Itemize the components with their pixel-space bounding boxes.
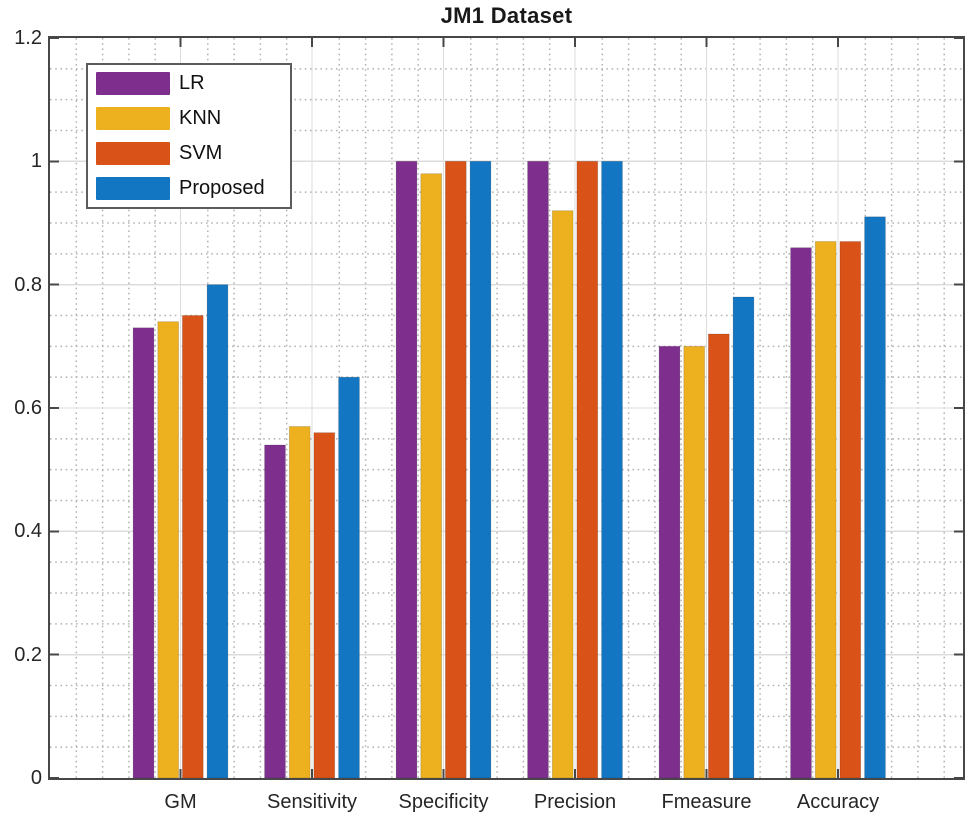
bar-proposed-sensitivity (338, 376, 360, 778)
legend-label-knn: KNN (179, 107, 222, 129)
y-tick-label: 0.6 (14, 397, 42, 419)
bar-svm-accuracy (839, 241, 862, 778)
legend-swatch-svm (96, 142, 170, 165)
legend-item-svm: SVM (88, 136, 290, 171)
bar-proposed-gm (206, 284, 229, 778)
bar-lr-gm (132, 327, 155, 778)
legend-item-proposed: Proposed (88, 171, 290, 206)
x-category-label: GM (164, 791, 197, 813)
bar-proposed-fmeasure (732, 296, 755, 778)
bar-lr-accuracy (790, 247, 812, 778)
x-category-label: Accuracy (796, 791, 880, 813)
legend-item-knn: KNN (88, 101, 290, 136)
y-tick-label: 1.2 (14, 27, 42, 49)
legend: LR KNN SVM Proposed (86, 63, 292, 209)
x-category-label: Fmeasure (661, 791, 752, 813)
y-tick-label: 0.2 (14, 643, 42, 666)
bar-knn-accuracy (814, 241, 837, 778)
bar-proposed-precision (601, 160, 623, 778)
bar-lr-precision (527, 160, 549, 778)
bar-proposed-specificity (469, 160, 492, 778)
legend-swatch-proposed (96, 177, 170, 200)
bar-knn-sensitivity (288, 426, 311, 778)
legend-item-lr: LR (88, 66, 290, 101)
chart-title: JM1 Dataset (440, 3, 573, 28)
y-tick-label: 1 (30, 150, 42, 173)
x-category-label: Precision (533, 791, 617, 813)
bar-knn-gm (157, 321, 180, 778)
legend-label-lr: LR (179, 72, 205, 94)
bar-knn-precision (551, 210, 574, 778)
bar-svm-fmeasure (708, 333, 730, 778)
bar-knn-specificity (420, 173, 442, 778)
bar-svm-precision (576, 160, 599, 778)
legend-swatch-lr (96, 72, 170, 95)
bar-knn-fmeasure (683, 345, 705, 778)
bar-svm-sensitivity (313, 432, 336, 778)
x-category-label: Sensitivity (266, 791, 358, 813)
y-tick-label: 0.8 (14, 273, 42, 296)
bar-svm-specificity (444, 160, 467, 778)
legend-swatch-knn (96, 107, 170, 130)
y-tick-label: 0.4 (14, 520, 42, 543)
x-category-label: Specificity (398, 791, 489, 813)
bar-lr-fmeasure (658, 345, 681, 778)
bar-svm-gm (181, 315, 204, 778)
legend-label-svm: SVM (179, 142, 223, 164)
y-tick-label: 0 (30, 767, 42, 789)
bar-lr-specificity (395, 160, 418, 778)
legend-label-proposed: Proposed (179, 177, 265, 199)
bar-chart-canvas (50, 38, 963, 778)
bar-proposed-accuracy (864, 216, 886, 778)
plot-area: LR KNN SVM Proposed (48, 36, 965, 780)
bar-lr-sensitivity (264, 444, 286, 778)
